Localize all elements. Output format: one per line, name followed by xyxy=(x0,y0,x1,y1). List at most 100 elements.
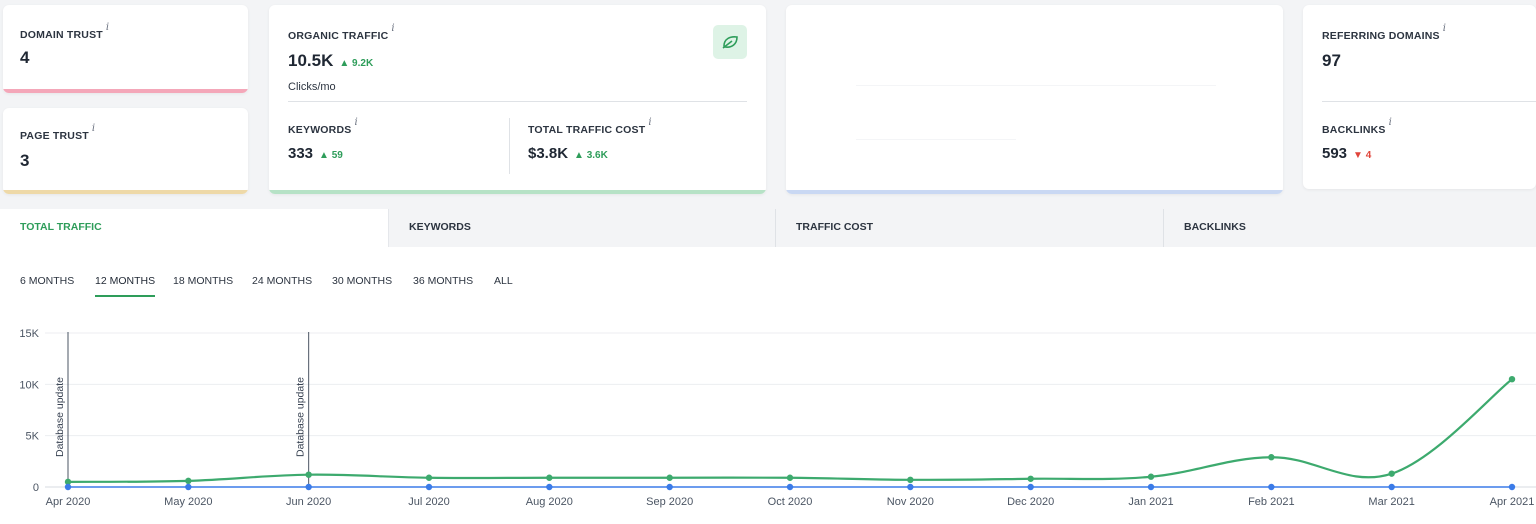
referring-domains-value: 97 xyxy=(1322,51,1341,70)
info-icon[interactable]: i xyxy=(1388,117,1392,128)
data-point xyxy=(546,483,553,491)
data-point xyxy=(64,478,72,486)
period-12-months[interactable]: 12 MONTHS xyxy=(95,275,156,297)
data-point xyxy=(305,471,312,478)
x-tick-label: Dec 2020 xyxy=(1007,496,1054,508)
data-point xyxy=(1388,483,1395,491)
page-trust-accent xyxy=(3,190,248,194)
x-tick-label: Aug 2020 xyxy=(526,496,573,508)
data-point xyxy=(305,483,312,491)
period-36-months[interactable]: 36 MONTHS xyxy=(413,275,474,287)
backlinks-label: BACKLINKS xyxy=(1322,124,1386,136)
loading-placeholder xyxy=(856,85,1216,86)
data-point xyxy=(1147,473,1155,480)
period-18-months[interactable]: 18 MONTHS xyxy=(173,275,234,287)
traffic-cost-label: TOTAL TRAFFIC COST xyxy=(528,124,646,136)
info-icon[interactable]: i xyxy=(105,22,110,33)
period-24-months[interactable]: 24 MONTHS xyxy=(252,275,313,287)
domain-trust-value: 4 xyxy=(20,48,30,67)
data-point xyxy=(425,483,433,491)
y-tick-label: 15K xyxy=(19,328,39,340)
x-tick-label: Mar 2021 xyxy=(1368,496,1414,508)
period-30-months[interactable]: 30 MONTHS xyxy=(332,275,393,287)
data-point xyxy=(1508,483,1516,491)
leaf-icon[interactable] xyxy=(713,25,747,59)
loading-placeholder xyxy=(856,139,1016,140)
period-all[interactable]: ALL xyxy=(494,275,513,287)
data-point xyxy=(786,474,794,481)
page-trust-card: PAGE TRUSTi 3 xyxy=(3,108,248,194)
keywords-value: 333 xyxy=(288,145,314,162)
organic-traffic-delta: ▲ 9.2K xyxy=(339,58,374,69)
data-point xyxy=(666,474,673,481)
tab-backlinks[interactable]: BACKLINKS xyxy=(1184,221,1246,233)
domain-trust-label: DOMAIN TRUST xyxy=(20,29,103,41)
organic-traffic-value: 10.5K xyxy=(288,51,334,70)
data-point xyxy=(666,483,673,491)
referring-domains-card: REFERRING DOMAINSi 97 BACKLINKSi 593 ▼ 4 xyxy=(1303,5,1536,189)
organic-traffic-card: ORGANIC TRAFFICi 10.5K ▲ 9.2K Clicks/mo K… xyxy=(269,5,766,194)
loading-card xyxy=(786,5,1283,194)
data-point xyxy=(64,483,72,491)
domain-trust-card: DOMAIN TRUSTi 4 xyxy=(3,5,248,93)
info-icon[interactable]: i xyxy=(391,23,395,34)
data-point xyxy=(1027,475,1034,482)
organic-traffic-accent xyxy=(269,190,766,194)
loading-accent xyxy=(786,190,1283,194)
backlinks-delta: ▼ 4 xyxy=(1353,150,1372,161)
annotation-label: Database update xyxy=(295,377,307,457)
info-icon[interactable]: i xyxy=(354,117,358,128)
x-tick-label: May 2020 xyxy=(164,496,212,508)
x-tick-label: Jun 2020 xyxy=(286,496,331,508)
y-tick-label: 10K xyxy=(19,379,39,391)
page-trust-label: PAGE TRUST xyxy=(20,130,89,142)
data-point xyxy=(907,483,914,491)
x-tick-label: Feb 2021 xyxy=(1248,496,1294,508)
traffic-chart: 0 5K 10K 15K Apr 2020 May 2020 Jun 2020 Jul 202… xyxy=(19,328,1536,508)
page-trust-value: 3 xyxy=(20,151,30,170)
divider xyxy=(1322,101,1536,102)
y-tick-label: 5K xyxy=(26,431,40,443)
domain-trust-accent xyxy=(3,89,248,93)
data-point xyxy=(1508,376,1516,383)
data-point xyxy=(546,474,553,481)
data-point xyxy=(185,483,192,491)
chart-panel: 6 MONTHS 12 MONTHS 18 MONTHS 24 MONTHS 3… xyxy=(0,247,1536,524)
referring-domains-label: REFERRING DOMAINS xyxy=(1322,30,1440,42)
x-tick-label: Sep 2020 xyxy=(646,496,693,508)
info-icon[interactable]: i xyxy=(648,117,652,128)
x-tick-label: Oct 2020 xyxy=(768,496,813,508)
period-6-months[interactable]: 6 MONTHS xyxy=(20,275,75,287)
y-tick-label: 0 xyxy=(33,482,39,494)
x-tick-label: Jan 2021 xyxy=(1128,496,1173,508)
chart-tabs: TOTAL TRAFFIC KEYWORDS TRAFFIC COST BACK… xyxy=(0,209,1536,247)
x-tick-label: Nov 2020 xyxy=(887,496,934,508)
x-tick-label: Jul 2020 xyxy=(408,496,450,508)
annotation-label: Database update xyxy=(54,377,66,457)
info-icon[interactable]: i xyxy=(91,123,96,134)
data-point xyxy=(425,474,433,481)
tab-total-traffic[interactable]: TOTAL TRAFFIC xyxy=(0,209,389,247)
backlinks-value: 593 xyxy=(1322,145,1348,162)
data-point xyxy=(786,483,794,491)
divider xyxy=(509,118,510,174)
data-point xyxy=(1268,483,1275,491)
info-icon[interactable]: i xyxy=(1442,23,1446,34)
organic-traffic-unit: Clicks/mo xyxy=(288,81,336,93)
keywords-delta: ▲ 59 xyxy=(319,150,343,161)
data-point xyxy=(1147,483,1155,491)
data-point xyxy=(907,476,914,484)
tab-traffic-cost[interactable]: TRAFFIC COST xyxy=(776,209,1164,247)
x-tick-label: Apr 2020 xyxy=(46,496,91,508)
keywords-label: KEYWORDS xyxy=(288,124,352,136)
data-point xyxy=(1388,470,1395,477)
traffic-cost-value: $3.8K xyxy=(528,145,569,162)
divider xyxy=(288,101,747,102)
data-point xyxy=(1027,483,1034,491)
series-line xyxy=(67,378,1513,483)
x-tick-label: Apr 2021 xyxy=(1490,496,1535,508)
tab-keywords[interactable]: KEYWORDS xyxy=(389,209,776,247)
data-point xyxy=(185,477,192,485)
data-point xyxy=(1268,454,1275,461)
traffic-cost-delta: ▲ 3.6K xyxy=(574,150,608,161)
